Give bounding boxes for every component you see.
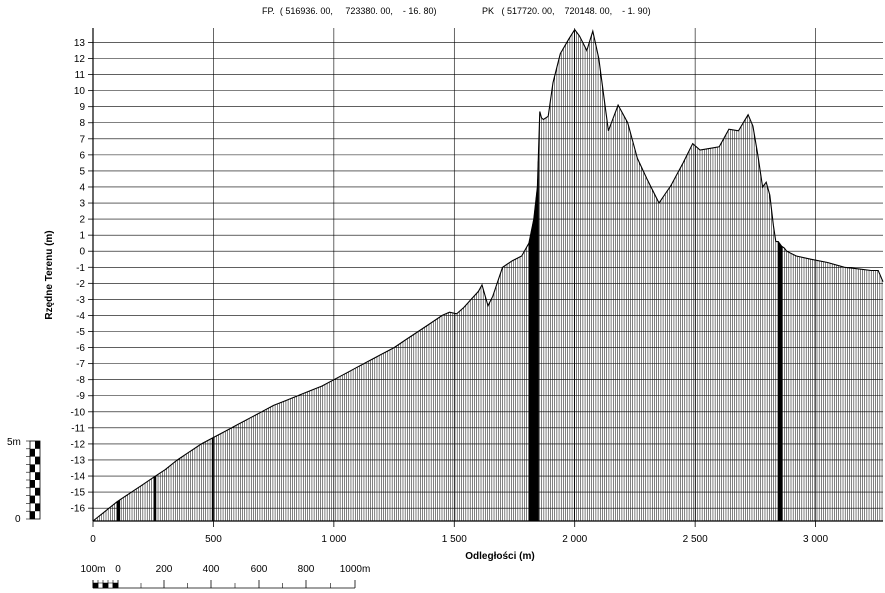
y-tick-label: 1 [79,231,85,242]
profile-line [92,28,884,522]
x-tick-label: 1 000 [321,534,346,545]
y-tick-label: 10 [74,86,86,97]
y-tick-label: -1 [76,263,85,274]
y-tick-label: 4 [79,182,85,193]
horizontal-scale-bar: 100m 0 200 400 600 800 1000m [80,564,371,589]
scale-bar-segment [30,448,35,457]
y-tick-label: -8 [76,375,85,386]
y-tick-label: -10 [71,407,86,418]
hscale-label: 200 [156,564,173,575]
y-tick-label: 12 [74,54,86,65]
hscale-label: 1000m [340,564,371,575]
y-tick-label: -6 [76,343,85,354]
grid [92,28,883,521]
y-tick-label: -14 [71,472,86,483]
hscale-label: 800 [298,564,315,575]
scale-bar-segment [30,511,35,519]
start-point-header: FP. ( 516936. 00, 723380. 00, - 16. 80) [262,6,437,16]
vertical-scale-label-bottom: 0 [15,514,21,525]
x-tick-label: 3 000 [803,534,828,545]
y-tick-label: 13 [74,38,86,49]
y-tick-label: 2 [79,215,85,226]
y-tick-labels: 131211109876543210-1-2-3-4-5-6-7-8-9-10-… [71,38,86,515]
vertical-scale-label-top: 5m [7,437,21,448]
x-tick-label: 2 000 [562,534,587,545]
hscale-label: 100m [80,564,105,575]
hscale-check-segment [97,582,104,589]
scale-bar-segment [35,441,40,449]
y-tick-label: -9 [76,391,85,402]
y-tick-label: -5 [76,327,85,338]
axes [88,28,883,527]
y-tick-label: 7 [79,134,85,145]
hscale-label: 400 [203,564,220,575]
y-axis-label: Rzędne Terenu (m) [44,230,55,319]
hscale-label: 600 [251,564,268,575]
y-tick-label: 11 [75,70,86,81]
y-tick-label: -3 [76,295,85,306]
y-tick-label: 9 [79,102,85,113]
vertical-scale-bar: 5m 0 [7,437,41,525]
scale-bar-segment [35,503,40,512]
y-tick-label: -11 [71,423,85,434]
y-tick-label: -4 [76,311,85,322]
y-tick-label: 6 [79,150,85,161]
x-tick-label: 500 [205,534,222,545]
y-tick-label: 8 [79,118,85,129]
x-tick-label: 2 500 [683,534,708,545]
profile-hatching [94,30,883,521]
scale-bar-segment [35,472,40,480]
y-tick-label: 0 [79,247,85,258]
end-point-header: PK ( 517720. 00, 720148. 00, - 1. 90) [482,6,651,16]
scale-bar-segment [30,495,35,504]
y-tick-label: -2 [76,279,85,290]
profile-line-group [92,28,884,522]
y-tick-label: -13 [71,455,86,466]
y-tick-label: 5 [79,166,85,177]
y-tick-label: -7 [76,359,85,370]
x-tick-label: 1 500 [442,534,467,545]
y-tick-label: -15 [71,488,86,499]
y-tick-label: 3 [79,199,85,210]
hscale-check-segment [107,582,114,589]
y-tick-label: -12 [71,439,86,450]
hscale-label: 0 [115,564,121,575]
hscale-check-segment [112,582,119,589]
hscale-check-segment [102,582,109,589]
x-axis-label: Odległości (m) [465,551,534,562]
scale-bar-segment [35,487,40,496]
y-tick-label: -16 [71,504,86,515]
x-tick-labels: 0 500 1 000 1 500 2 000 2 500 3 000 [90,534,828,545]
scale-bar-segment [35,456,40,465]
x-tick-label: 0 [90,534,96,545]
scale-bar-segment [30,480,35,488]
hscale-check-segment [92,582,99,589]
scale-bar-segment [30,464,35,473]
